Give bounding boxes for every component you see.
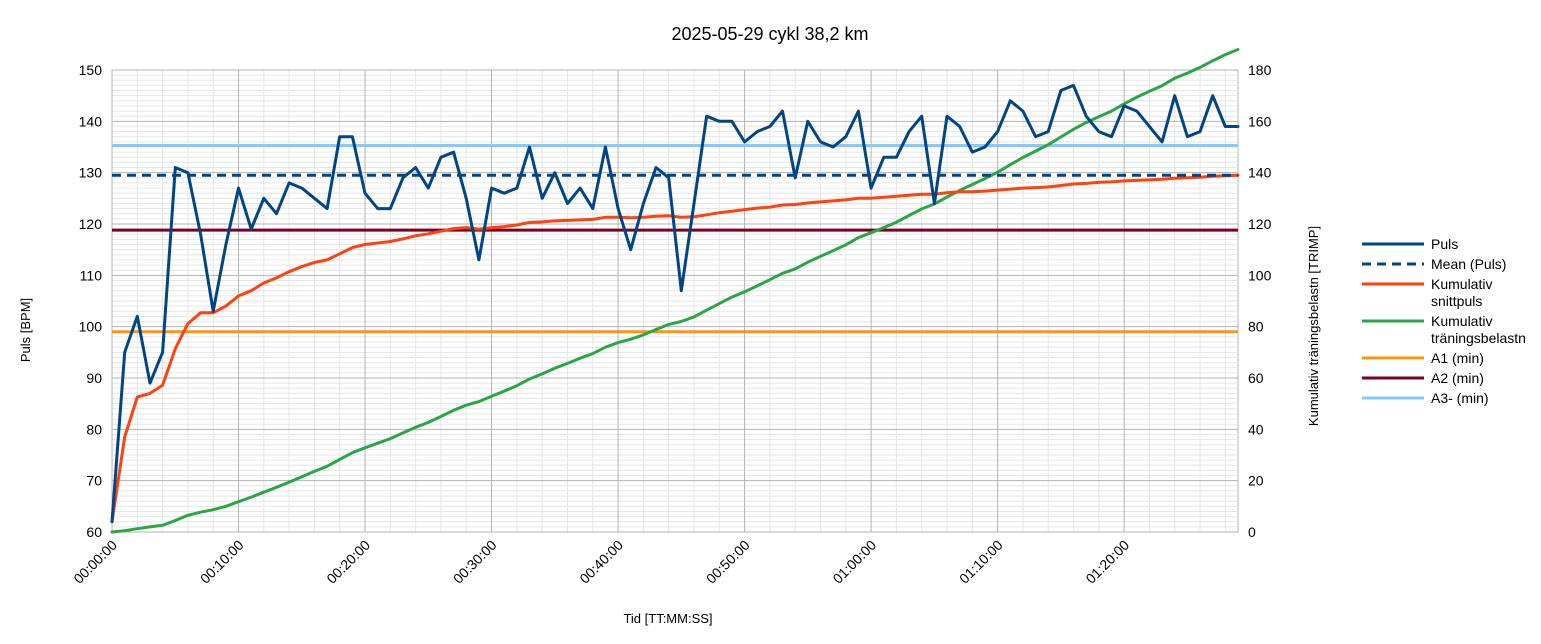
x-tick-label: 00:30:00	[450, 537, 500, 587]
y2-tick-label: 140	[1248, 165, 1272, 181]
y2-tick-label: 80	[1248, 319, 1264, 335]
y2-tick-label: 0	[1248, 524, 1256, 540]
series-layer	[110, 48, 1240, 534]
y-tick-label: 130	[79, 165, 103, 181]
y-axis-title: Puls [BPM]	[18, 298, 33, 362]
x-tick-label: 00:10:00	[197, 537, 247, 587]
legend-label: Mean (Puls)	[1431, 256, 1506, 272]
legend-label: träningsbelastn	[1431, 330, 1526, 346]
x-tick-label: 00:20:00	[323, 537, 373, 587]
x-axis-title: Tid [TT:MM:SS]	[623, 611, 712, 626]
y-tick-label: 140	[79, 113, 103, 129]
legend-label: Puls	[1431, 236, 1458, 252]
x-tick-label: 01:20:00	[1082, 537, 1132, 587]
series-pulse-line	[110, 83, 1240, 524]
x-tick-label: 01:00:00	[829, 537, 879, 587]
y-tick-label: 60	[86, 524, 102, 540]
x-tick-label: 00:50:00	[703, 537, 753, 587]
legend-label: snittpuls	[1431, 293, 1482, 309]
y2-tick-label: 60	[1248, 370, 1264, 386]
y2-tick-label: 120	[1248, 216, 1272, 232]
y-tick-label: 150	[79, 62, 103, 78]
y2-tick-label: 100	[1248, 267, 1272, 283]
legend-label: Kumulativ	[1431, 313, 1492, 329]
y-tick-label: 110	[80, 267, 103, 283]
y-tick-label: 80	[86, 421, 102, 437]
legend-label: A3- (min)	[1431, 390, 1489, 406]
x-tick-label: 01:10:00	[956, 537, 1006, 587]
series-cumulative-avg-pulse-line	[110, 173, 1240, 524]
legend-label: A2 (min)	[1431, 370, 1484, 386]
legend-label: A1 (min)	[1431, 350, 1484, 366]
y-tick-label: 120	[79, 216, 103, 232]
legend-label: Kumulativ	[1431, 276, 1492, 292]
y2-tick-label: 40	[1248, 421, 1264, 437]
y-tick-label: 90	[86, 370, 102, 386]
x-tick-label: 00:40:00	[576, 537, 626, 587]
y-tick-label: 100	[79, 319, 103, 335]
y2-tick-label: 180	[1248, 62, 1272, 78]
series-cumulative-load-line	[110, 48, 1240, 534]
grid	[111, 69, 1239, 533]
y-tick-label: 70	[86, 473, 102, 489]
chart-title: 2025-05-29 cykl 38,2 km	[671, 24, 868, 44]
y2-axis-title: Kumulativ träningsbelastn [TRIMP]	[1306, 226, 1321, 426]
y2-tick-label: 160	[1248, 113, 1272, 129]
y2-tick-label: 20	[1248, 473, 1264, 489]
x-tick-label: 00:00:00	[70, 537, 120, 587]
